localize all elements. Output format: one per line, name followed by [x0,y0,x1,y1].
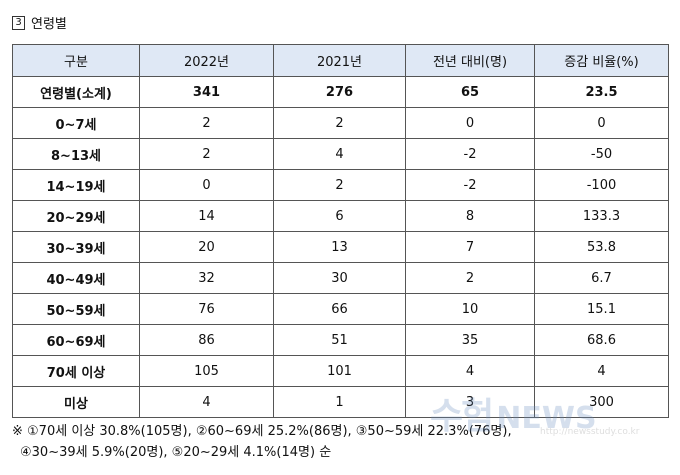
row-label: 8~13세 [12,138,140,170]
cell-yoy-change: -2 [405,169,535,201]
watermark-url: http://newsstudy.co.kr [540,427,640,437]
cell-2021: 4 [273,138,406,170]
header-change-rate: 증감 비율(%) [534,44,669,77]
cell-yoy-change: 10 [405,293,535,325]
row-label: 연령별(소계) [12,76,140,108]
cell-2022: 2 [139,138,274,170]
cell-2022: 32 [139,262,274,294]
row-label: 60~69세 [12,324,140,356]
cell-2021: 13 [273,231,406,263]
table-row: 20~29세 14 6 8 133.3 [12,200,669,232]
section-number-box: 3 [12,15,25,30]
cell-yoy-change: -2 [405,138,535,170]
table-row: 14~19세 0 2 -2 -100 [12,169,669,201]
cell-yoy-change: 0 [405,107,535,139]
row-label: 20~29세 [12,200,140,232]
cell-change-rate: 68.6 [534,324,669,356]
cell-yoy-change: 3 [405,386,535,418]
row-label: 40~49세 [12,262,140,294]
footnote-line-2: ④30~39세 5.9%(20명), ⑤20~29세 4.1%(14명) 순 [20,445,332,460]
cell-change-rate: 15.1 [534,293,669,325]
table-row: 8~13세 2 4 -2 -50 [12,138,669,170]
cell-change-rate: 53.8 [534,231,669,263]
cell-2021: 51 [273,324,406,356]
table-row: 70세 이상 105 101 4 4 [12,355,669,387]
cell-2022: 105 [139,355,274,387]
table-header-row: 구분 2022년 2021년 전년 대비(명) 증감 비율(%) [12,44,669,77]
cell-2022: 4 [139,386,274,418]
cell-2022: 86 [139,324,274,356]
header-yoy-change: 전년 대비(명) [405,44,535,77]
cell-2021: 6 [273,200,406,232]
cell-2021: 2 [273,107,406,139]
row-label: 50~59세 [12,293,140,325]
footnote-line-1: ※ ①70세 이상 30.8%(105명), ②60~69세 25.2%(86명… [12,424,512,439]
row-label: 30~39세 [12,231,140,263]
cell-2021: 30 [273,262,406,294]
table-row: 40~49세 32 30 2 6.7 [12,262,669,294]
cell-yoy-change: 65 [405,76,535,108]
table-row: 미상 4 1 3 300 [12,386,669,418]
section-heading: 3 연령별 [12,13,67,32]
section-title: 연령별 [31,17,67,32]
cell-2022: 0 [139,169,274,201]
cell-change-rate: -100 [534,169,669,201]
header-2022: 2022년 [139,44,274,77]
cell-2022: 2 [139,107,274,139]
subtotal-row: 연령별(소계) 341 276 65 23.5 [12,76,669,108]
row-label: 70세 이상 [12,355,140,387]
row-label: 미상 [12,386,140,418]
cell-yoy-change: 4 [405,355,535,387]
cell-change-rate: 133.3 [534,200,669,232]
cell-change-rate: -50 [534,138,669,170]
table-row: 60~69세 86 51 35 68.6 [12,324,669,356]
header-2021: 2021년 [273,44,406,77]
cell-2021: 1 [273,386,406,418]
cell-yoy-change: 8 [405,200,535,232]
age-statistics-table: 구분 2022년 2021년 전년 대비(명) 증감 비율(%) 연령별(소계)… [12,44,669,418]
cell-change-rate: 0 [534,107,669,139]
row-label: 0~7세 [12,107,140,139]
cell-yoy-change: 7 [405,231,535,263]
table-row: 30~39세 20 13 7 53.8 [12,231,669,263]
cell-change-rate: 4 [534,355,669,387]
cell-change-rate: 300 [534,386,669,418]
cell-change-rate: 6.7 [534,262,669,294]
cell-yoy-change: 35 [405,324,535,356]
cell-2022: 14 [139,200,274,232]
table-row: 50~59세 76 66 10 15.1 [12,293,669,325]
cell-2021: 276 [273,76,406,108]
footnote: ※ ①70세 이상 30.8%(105명), ②60~69세 25.2%(86명… [12,421,512,463]
header-category: 구분 [12,44,140,77]
cell-2021: 101 [273,355,406,387]
table-row: 0~7세 2 2 0 0 [12,107,669,139]
cell-2022: 341 [139,76,274,108]
cell-2021: 66 [273,293,406,325]
row-label: 14~19세 [12,169,140,201]
cell-yoy-change: 2 [405,262,535,294]
cell-change-rate: 23.5 [534,76,669,108]
cell-2021: 2 [273,169,406,201]
cell-2022: 76 [139,293,274,325]
cell-2022: 20 [139,231,274,263]
